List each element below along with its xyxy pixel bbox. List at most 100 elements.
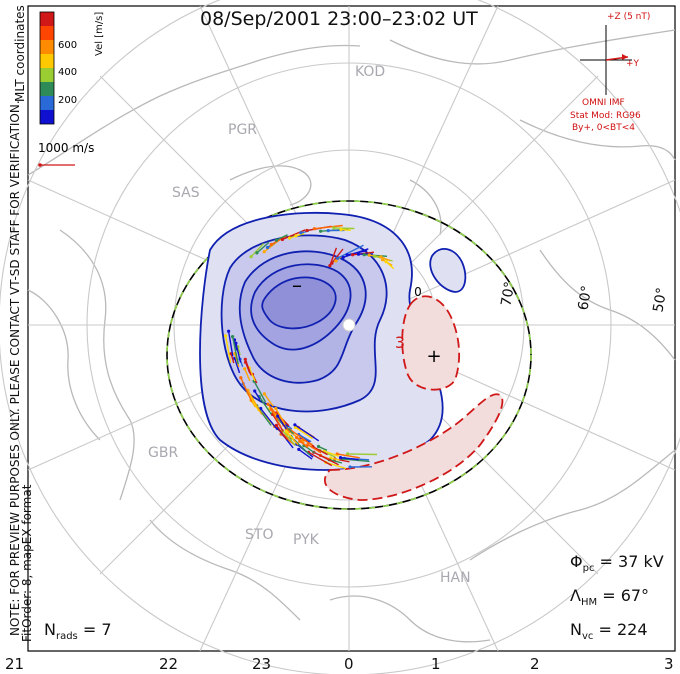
velocity-vector-origin [231,335,235,339]
velocity-vector [258,396,273,416]
velocity-vector-origin [253,389,257,393]
velocity-vector-origin [274,423,278,427]
velocity-vector [294,424,320,442]
velocity-vector [303,445,316,454]
imf-vector-arrowhead [622,54,628,60]
velocity-vector-origin [293,423,297,427]
velocity-vector-origin [372,254,376,258]
velocity-vector-origin [288,236,292,240]
velocity-vector-origin [239,376,243,380]
station-sas: SAS [172,185,200,201]
mlt-tick-1: 1 [431,655,441,673]
potential-min-marker: – [292,273,302,297]
velocity-vector-origin [334,259,338,263]
velocity-vector [250,243,265,258]
station-kod: KOD [355,64,386,80]
negative-potential-cell [199,211,467,471]
velocity-vector-origin [312,227,316,231]
velocity-vector [275,408,286,425]
velocity-vector [313,451,339,466]
velocity-vector-origin [262,392,266,396]
contour-label-zero: 0 [414,285,422,299]
velocity-vector-origin [249,255,253,259]
velocity-vector [263,393,274,407]
velocity-vector-origin [227,329,231,333]
velocity-vector [298,448,313,460]
velocity-vector [307,444,322,454]
velocity-vector [235,343,242,363]
boundary-dashes [166,200,532,510]
velocity-vector-origin [293,425,298,429]
fit-order-label: FitOrder: 8, mapEX format [20,484,34,642]
station-pyk: PYK [293,532,319,548]
velocity-vector-origin [276,414,280,418]
velocity-vector [244,368,251,382]
velocity-vector-origin [294,234,298,238]
velocity-vector [333,227,355,230]
contour-label-three: 3 [395,333,405,352]
velocity-vector-origin [379,255,383,259]
velocity-vector [331,248,344,264]
cross-polar-potential: Φpc = 37 kV [570,552,664,575]
mlt-tick-0: 0 [344,655,354,673]
colorbar-label: Vel [m/s] [94,11,105,56]
velocity-vector-origin [351,253,355,257]
station-han: HAN [440,570,471,586]
mlt-tick-22: 22 [159,655,179,673]
velocity-vector [277,415,287,430]
velocity-vector [295,426,313,440]
velocity-vector [270,235,287,246]
velocity-vector-origin [356,252,361,256]
velocity-vector [308,451,333,467]
velocity-vector-origin [266,402,270,406]
velocity-vector [231,336,239,365]
velocity-vector [312,446,328,456]
velocity-vector [337,244,364,259]
hm-boundary-latitude: ΛHM = 67° [570,586,650,609]
mlt-tick-3: 3 [664,655,674,673]
colorbar-tick-600: 600 [58,40,77,51]
velocity-vector-origin [338,456,343,460]
colorbar-tick-400: 400 [58,67,77,78]
velocity-vector [282,430,296,447]
velocity-vector-origin [384,260,388,264]
velocity-vector [347,453,378,456]
velocity-vector [253,380,267,403]
mlt-tick-23: 23 [252,655,272,673]
velocity-vector-origin [346,452,350,456]
velocity-vector [298,433,312,443]
magnetic-pole-marker [342,318,356,332]
velocity-vector-origin [284,429,288,434]
scale-vector-label: 1000 m/s [38,141,94,155]
velocity-vector-origin [348,465,352,469]
coastlines [27,29,676,643]
velocity-vector-origin [243,367,247,371]
velocity-vector [233,339,238,351]
velocity-vector [385,261,395,270]
velocity-vector [340,228,351,231]
velocity-vector-origin [295,436,299,440]
velocity-vector-origin [274,406,278,411]
velocity-vector-origin [262,250,266,254]
imf-source: OMNI IMF [582,98,625,108]
velocity-vector-origin [319,229,323,233]
velocity-vector [224,335,232,363]
velocity-vector-origin [299,231,303,235]
velocity-vector [329,459,343,464]
velocity-vector-origin [255,251,259,255]
velocity-vector-origin [381,258,385,262]
velocity-vector-origin [265,245,270,250]
velocity-vector [276,234,288,241]
velocity-vector [254,390,261,400]
velocity-vector-origin [328,264,332,268]
velocity-vector [227,331,234,357]
velocity-vector [244,359,252,376]
velocity-vector-origin [280,237,284,242]
velocity-vector [324,450,340,457]
vector-count: Nvc = 224 [570,620,648,643]
velocity-vectors [224,224,395,470]
velocity-vector-origin [274,238,278,242]
mlt-tick-2: 2 [530,655,540,673]
potential-max-marker: + [426,346,441,367]
